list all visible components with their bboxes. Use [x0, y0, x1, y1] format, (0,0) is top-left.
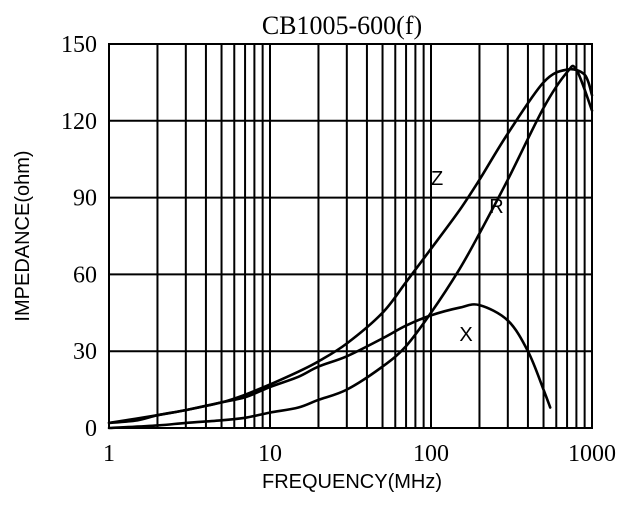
- series-label-z: Z: [431, 168, 443, 190]
- x-tick-label: 10: [258, 441, 282, 467]
- x-tick-labels: 1 10 100 1000: [103, 441, 616, 467]
- x-tick-label: 1000: [568, 441, 616, 467]
- series-label-r: R: [489, 196, 503, 218]
- y-tick-label: 120: [61, 109, 97, 135]
- chart-title: CB1005-600(f): [262, 11, 422, 40]
- x-tick-label: 1: [103, 441, 115, 467]
- y-tick-label: 90: [73, 186, 97, 212]
- curves: [107, 64, 594, 430]
- y-tick-label: 0: [85, 416, 97, 442]
- x-axis-label: FREQUENCY(MHz): [262, 471, 442, 493]
- y-tick-labels: 0 30 60 90 120 150: [61, 32, 97, 442]
- series-label-x: X: [459, 324, 472, 346]
- y-tick-label: 30: [73, 339, 97, 365]
- y-axis-label: IMPEDANCE(ohm): [12, 150, 34, 321]
- series-line-x: [107, 303, 552, 425]
- grid: [109, 44, 592, 428]
- x-tick-label: 100: [413, 441, 449, 467]
- series-line-r: [107, 64, 594, 430]
- plot-frame: [108, 43, 593, 429]
- y-tick-label: 150: [61, 32, 97, 58]
- y-tick-label: 60: [73, 262, 97, 288]
- series-line-z: [107, 67, 594, 425]
